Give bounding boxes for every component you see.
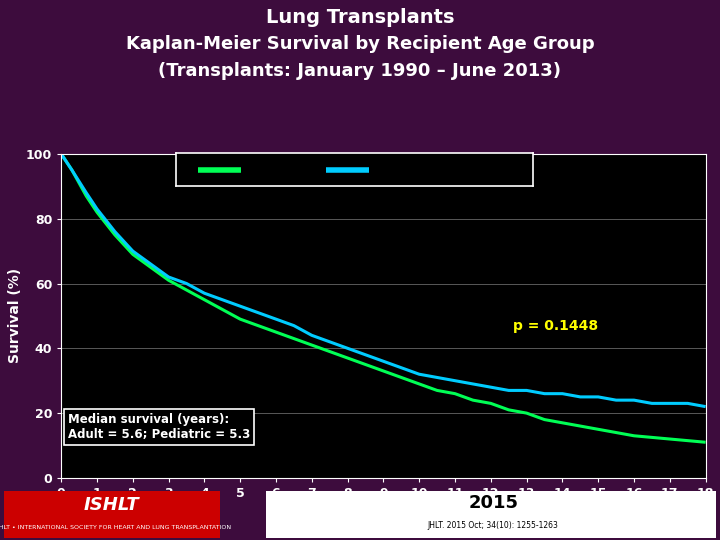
Text: JHLT. 2015 Oct; 34(10): 1255-1263: JHLT. 2015 Oct; 34(10): 1255-1263	[428, 521, 559, 530]
Y-axis label: Survival (%): Survival (%)	[8, 268, 22, 363]
Text: Kaplan-Meier Survival by Recipient Age Group: Kaplan-Meier Survival by Recipient Age G…	[126, 35, 594, 53]
FancyBboxPatch shape	[4, 491, 220, 538]
Text: (Transplants: January 1990 – June 2013): (Transplants: January 1990 – June 2013)	[158, 62, 562, 80]
Text: Median survival (years):
Adult = 5.6; Pediatric = 5.3: Median survival (years): Adult = 5.6; Pe…	[68, 413, 250, 441]
Text: ISHLT • INTERNATIONAL SOCIETY FOR HEART AND LUNG TRANSPLANTATION: ISHLT • INTERNATIONAL SOCIETY FOR HEART …	[0, 525, 230, 530]
Text: p = 0.1448: p = 0.1448	[513, 319, 598, 333]
X-axis label: Years: Years	[362, 504, 405, 518]
Text: 2015: 2015	[468, 494, 518, 512]
FancyBboxPatch shape	[266, 491, 716, 538]
Text: Lung Transplants: Lung Transplants	[266, 8, 454, 27]
Text: ISHLT: ISHLT	[84, 496, 140, 514]
